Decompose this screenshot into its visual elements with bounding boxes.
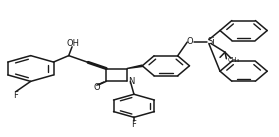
Text: N: N <box>128 77 135 86</box>
Text: O: O <box>187 37 193 46</box>
Polygon shape <box>127 65 143 68</box>
Text: Si: Si <box>208 37 215 46</box>
Text: F: F <box>13 91 18 100</box>
Text: F: F <box>131 120 136 129</box>
Text: OH: OH <box>67 39 80 48</box>
Text: CH₃: CH₃ <box>228 57 240 63</box>
Text: O: O <box>93 83 100 92</box>
